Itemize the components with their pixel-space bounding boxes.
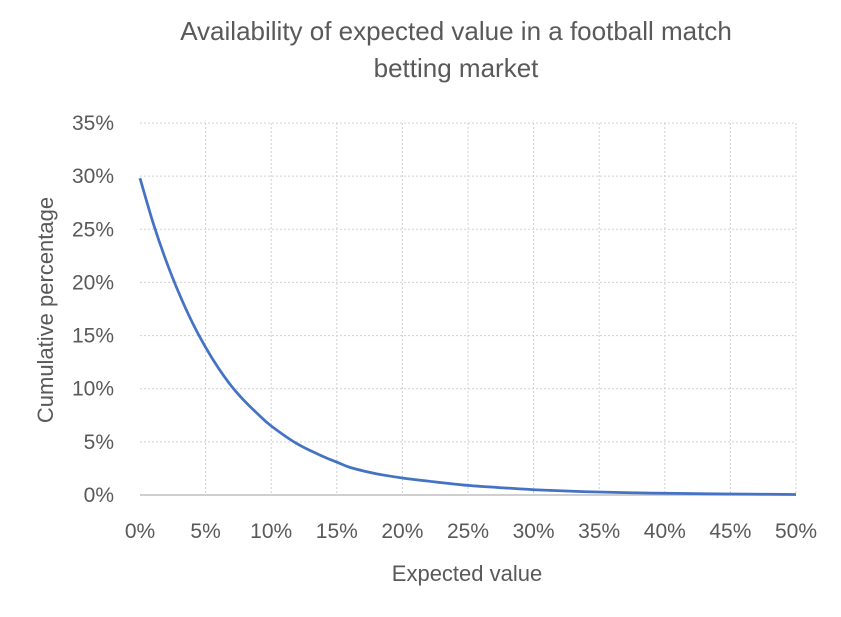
x-tick-label: 0% [125, 520, 155, 543]
chart-title-line-2: betting market [374, 53, 540, 83]
y-tick-label: 15% [72, 325, 114, 348]
y-tick-label: 30% [72, 165, 114, 188]
chart-title-line-1: Availability of expected value in a foot… [180, 16, 732, 46]
x-axis-label: Expected value [392, 561, 542, 586]
x-tick-label: 15% [316, 520, 358, 543]
series-layer [138, 177, 797, 496]
gridlines [140, 122, 797, 495]
x-tick-label: 50% [775, 520, 817, 543]
x-tick-label: 30% [513, 520, 555, 543]
y-tick-label: 10% [72, 378, 114, 401]
y-tick-label: 0% [84, 484, 114, 507]
tick-labels: 0% 5% 10% 15% 20% 25% 30% 35% 0% 5% 10% 15% 20% 25% 30… [72, 112, 817, 543]
y-tick-label: 25% [72, 218, 114, 241]
x-tick-label: 45% [709, 520, 751, 543]
y-axis-label: Cumulative percentage [33, 197, 58, 423]
x-tick-label: 10% [250, 520, 292, 543]
x-tick-label: 40% [644, 520, 686, 543]
y-tick-label: 5% [84, 431, 114, 454]
x-tick-label: 35% [578, 520, 620, 543]
x-tick-label: 5% [190, 520, 220, 543]
series-line [138, 177, 797, 496]
y-tick-label: 35% [72, 112, 114, 135]
y-tick-label: 20% [72, 271, 114, 294]
x-tick-label: 25% [447, 520, 489, 543]
x-tick-label: 20% [381, 520, 423, 543]
